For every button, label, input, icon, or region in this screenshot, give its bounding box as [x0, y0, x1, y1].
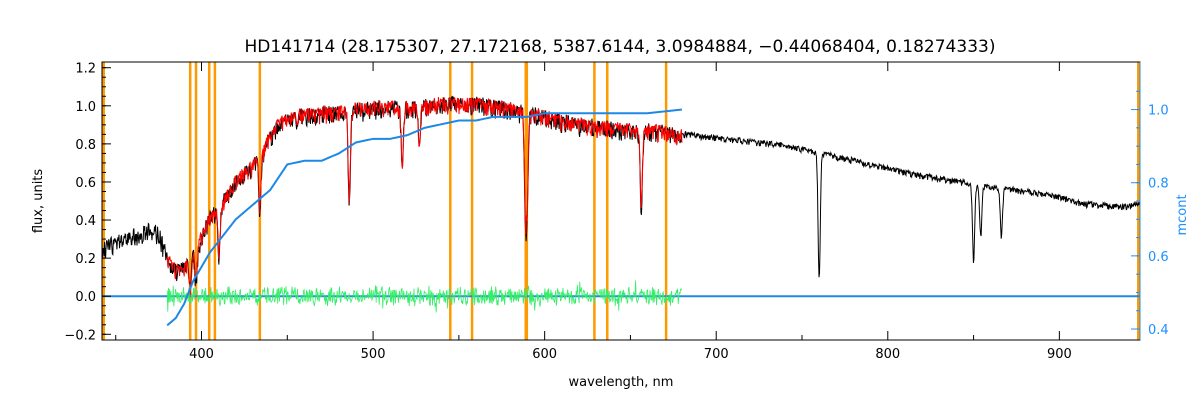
y-axis: −0.2 0.0 0.2 0.4 0.6 0.8 1.0 1.2	[64, 62, 111, 343]
model-series	[166, 96, 683, 296]
observed-series	[102, 95, 1140, 288]
y-tick-label-6: 1.0	[75, 100, 96, 115]
x-tick-label-3: 700	[704, 347, 729, 362]
y-tick-label-5: 0.8	[75, 138, 96, 153]
y-tick-label-3: 0.4	[75, 214, 96, 229]
y-tick-label-4: 0.6	[75, 176, 96, 191]
y2-tick-label-0: 0.4	[1148, 323, 1169, 338]
continuum-series	[166, 108, 683, 327]
y2-tick-label-3: 1.0	[1148, 104, 1169, 119]
right-y-axis-label: mcont	[1175, 194, 1190, 235]
y2-tick-label-1: 0.6	[1148, 250, 1169, 265]
y-tick-label-0: −0.2	[64, 328, 96, 343]
chart-title: HD141714 (28.175307, 27.172168, 5387.614…	[245, 37, 996, 57]
x-tick-label-4: 800	[875, 347, 900, 362]
y-tick-label-1: 0.0	[75, 290, 96, 305]
x-tick-label-5: 900	[1047, 347, 1072, 362]
y-tick-label-7: 1.2	[75, 62, 96, 77]
x-axis-label: wavelength, nm	[569, 375, 674, 390]
y-axis-label: flux, units	[31, 169, 46, 234]
y-tick-label-2: 0.2	[75, 252, 96, 267]
x-axis: 400 500 600 700 800 900	[115, 62, 1072, 362]
right-y-axis: 0.4 0.6 0.8 1.0	[1131, 90, 1169, 338]
residual-series	[166, 280, 683, 313]
y2-tick-label-2: 0.8	[1148, 177, 1169, 192]
x-tick-label-2: 600	[532, 347, 557, 362]
x-tick-label-0: 400	[189, 347, 214, 362]
x-tick-label-1: 500	[361, 347, 386, 362]
data-layer	[102, 62, 1140, 340]
